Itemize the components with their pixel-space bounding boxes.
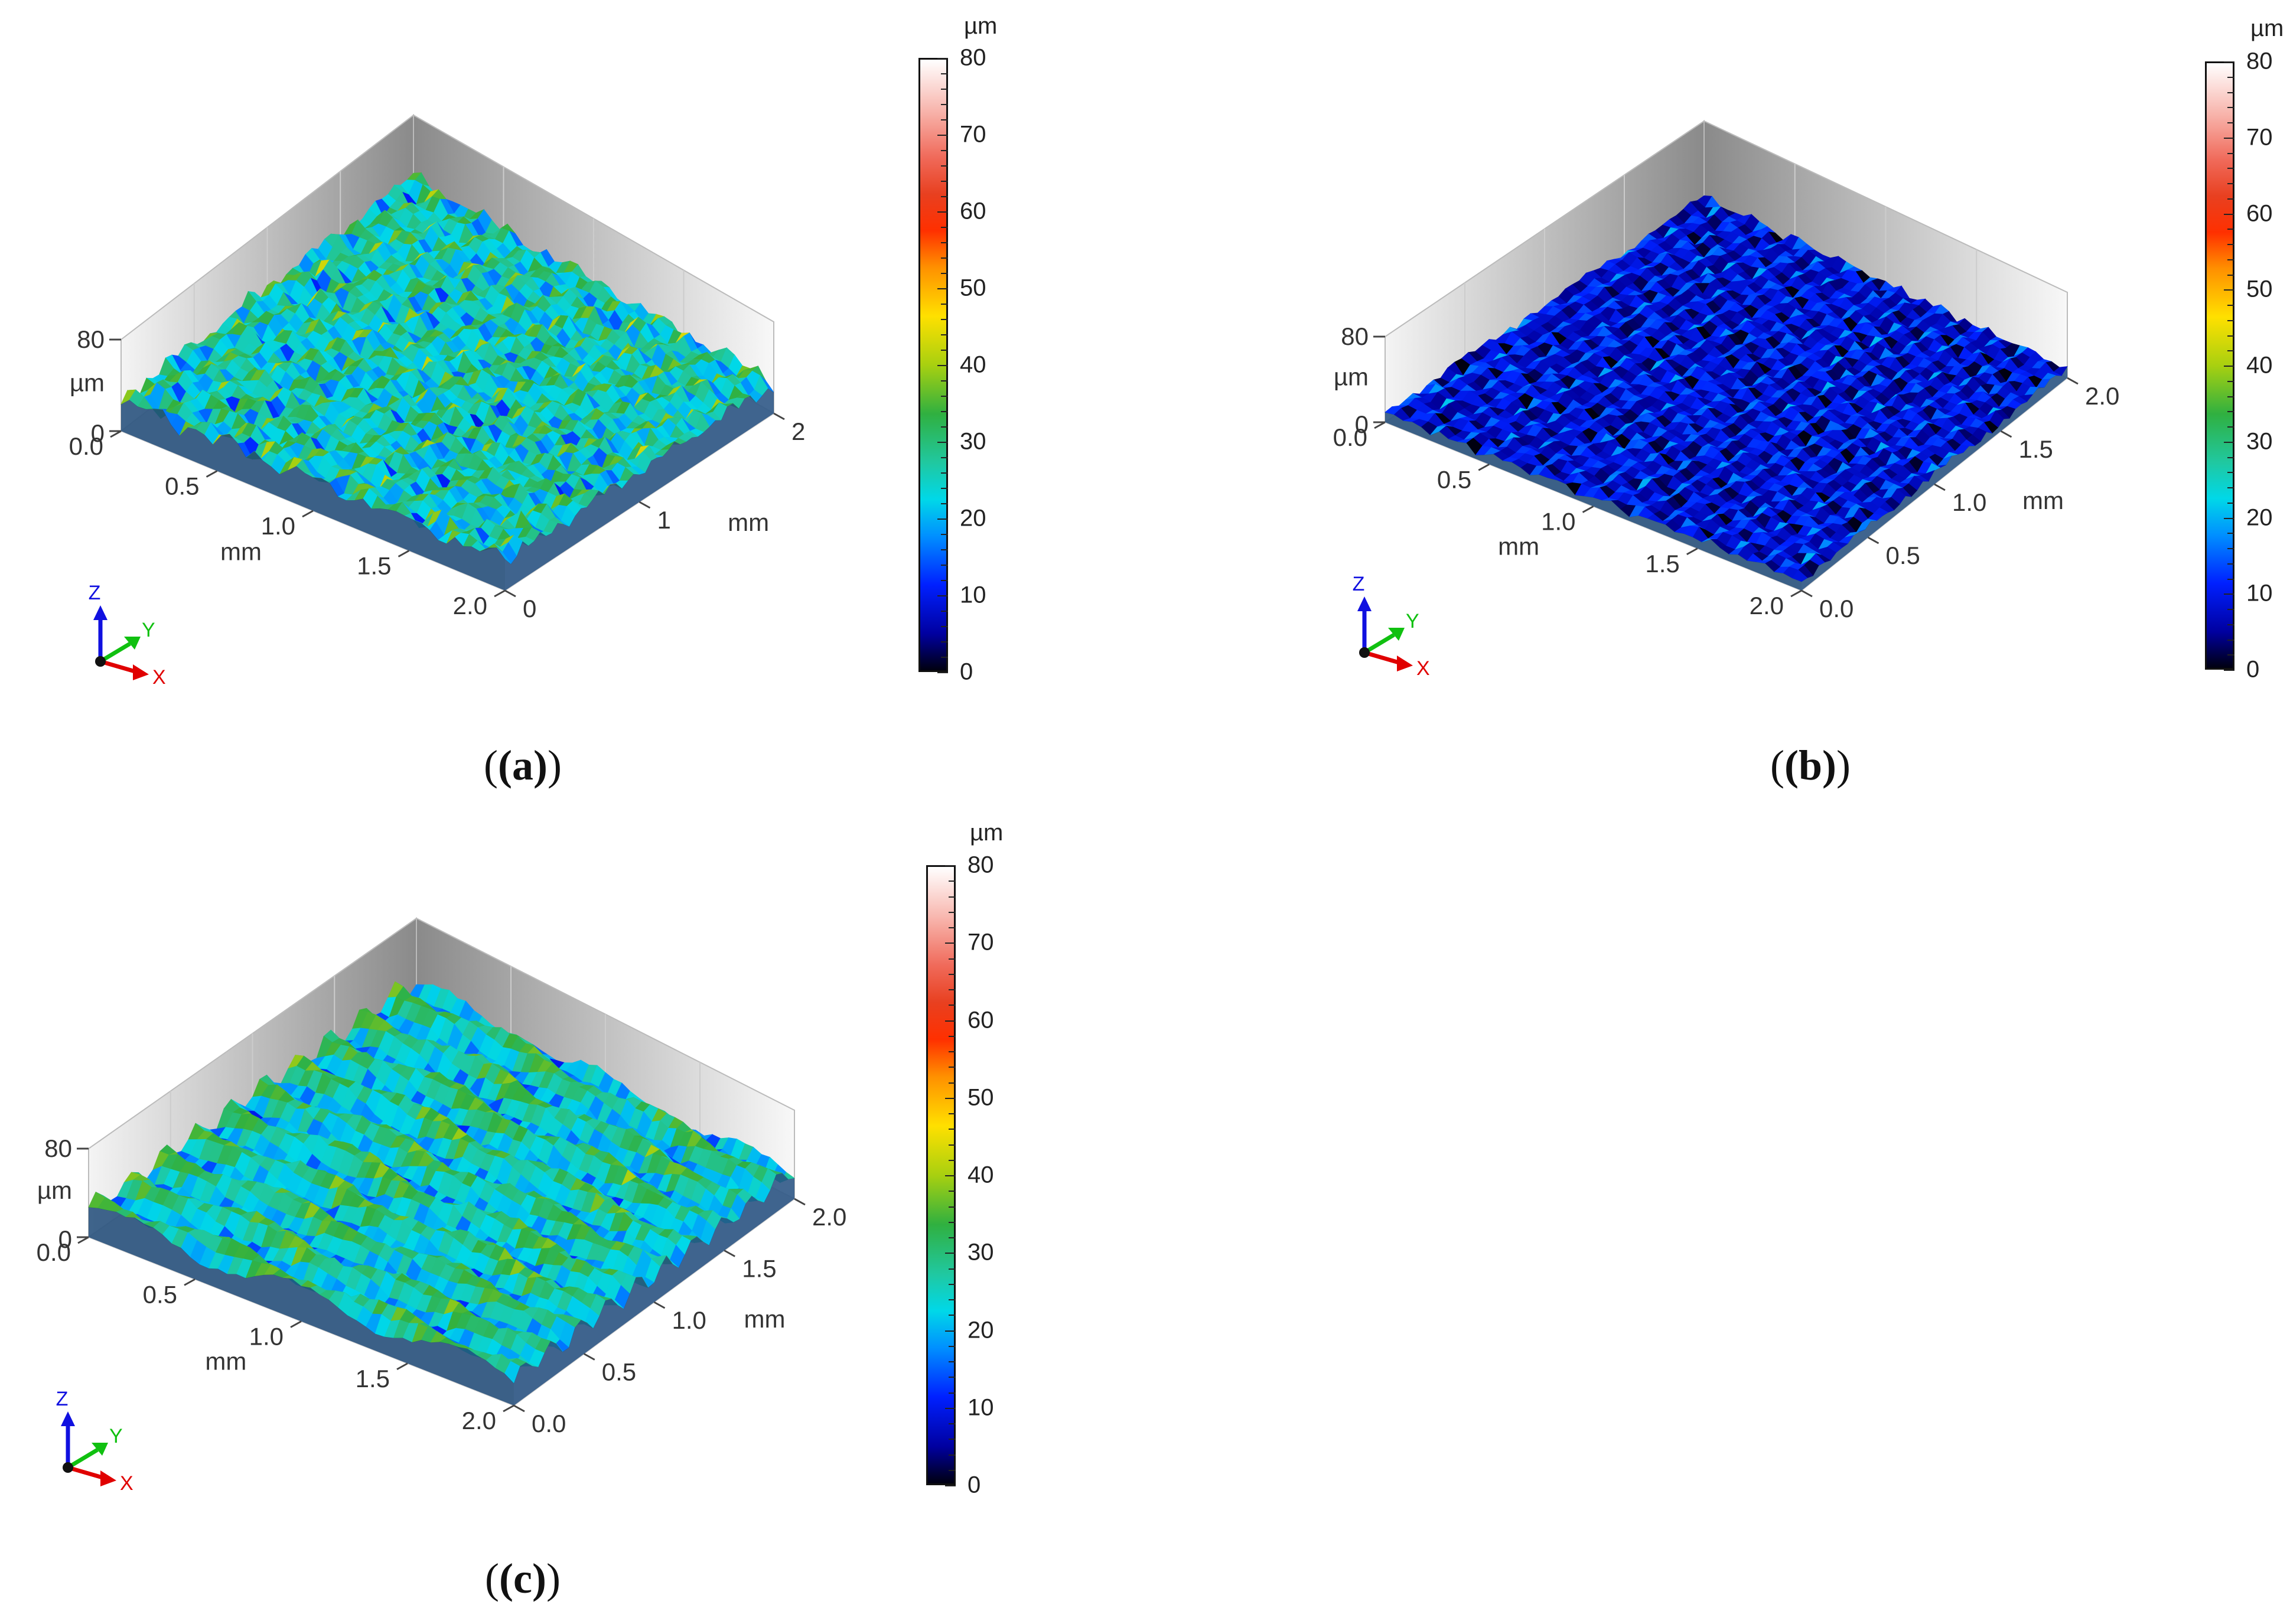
- colorbar-tick-mark: [2224, 366, 2234, 367]
- y-tick-label: 1.5: [2019, 435, 2053, 463]
- orientation-triad: Z Y X: [1353, 573, 1430, 680]
- colorbar-tick-mark: [2227, 107, 2234, 109]
- triad-x-axis: [1364, 650, 1402, 666]
- triad-z-arrow: [1357, 596, 1372, 611]
- triad-origin: [1359, 647, 1370, 658]
- colorbar-tick-mark: [2227, 259, 2234, 260]
- colorbar-tick-mark: [2227, 487, 2234, 488]
- colorbar-tick-mark: [2224, 137, 2234, 139]
- colorbar-tick-label: 0: [2246, 656, 2260, 683]
- x-tick-label: 2.0: [1750, 592, 1784, 619]
- colorbar-tick-mark: [2227, 244, 2234, 245]
- panel-a: 0.0 0.5 1.0 1.5 2.0 mm 0 1 2 mm 0 80 µm Z Y X 0 10 20 30 40…: [0, 0, 1122, 809]
- y-tick-label: 0.0: [1819, 595, 1854, 622]
- colorbar-tick-label: 80: [2246, 48, 2273, 74]
- colorbar-tick-mark: [2227, 198, 2234, 200]
- colorbar-tick-label: 50: [2246, 276, 2273, 302]
- colorbar-tick-mark: [2224, 289, 2234, 291]
- triad-y-label: Y: [1406, 610, 1419, 632]
- x-tick-label: 1.0: [1541, 508, 1575, 536]
- colorbar-tick-label: 10: [2246, 580, 2273, 606]
- colorbar-tick-label: 40: [2246, 352, 2273, 379]
- y-tick-mark: [2067, 377, 2079, 385]
- colorbar-tick-mark: [2227, 183, 2234, 184]
- colorbar-ticks-b: 0 10 20 30 40 50 60 70 80: [2205, 48, 2288, 683]
- colorbar-tick-mark: [2227, 654, 2234, 656]
- colorbar-tick-mark: [2227, 396, 2234, 397]
- colorbar-tick-mark: [2227, 319, 2234, 321]
- colorbar-tick-mark: [2227, 456, 2234, 458]
- colorbar-tick-mark: [2227, 380, 2234, 382]
- x-axis-label: mm: [1498, 533, 1539, 560]
- panel-caption-b: ((b)): [1770, 742, 1851, 789]
- colorbar-tick-mark: [2227, 533, 2234, 534]
- colorbar-tick-mark: [2227, 76, 2234, 78]
- x-tick-label: 0.5: [1437, 465, 1471, 493]
- colorbar-tick-mark: [2227, 305, 2234, 306]
- y-tick-mark: [1934, 483, 1946, 491]
- colorbar-tick-mark: [2227, 92, 2234, 93]
- y-tick-label: 1.0: [1952, 488, 1986, 516]
- y-tick-label: 0.5: [1886, 542, 1920, 569]
- colorbar-tick-label: 20: [2246, 504, 2273, 530]
- colorbar-tick-mark: [2227, 624, 2234, 625]
- colorbar-tick-mark: [2224, 517, 2234, 519]
- colorbar-tick-mark: [2227, 122, 2234, 123]
- colorbar-tick-label: 60: [2246, 200, 2273, 226]
- y-axis-label: mm: [2022, 487, 2064, 514]
- triad-z-label: Z: [1353, 573, 1365, 595]
- colorbar-tick-mark: [2227, 609, 2234, 610]
- colorbar-unit-b: µm: [2250, 15, 2284, 41]
- x-tick-label: 1.5: [1645, 550, 1679, 578]
- x-tick-mark: [1582, 506, 1594, 513]
- colorbar-tick-mark: [2227, 229, 2234, 230]
- triad-x-label: X: [1416, 657, 1430, 680]
- colorbar-tick-mark: [2227, 350, 2234, 352]
- colorbar-tick-mark: [2224, 61, 2234, 63]
- panel-c: 0.0 0.5 1.0 1.5 2.0 mm 0.0 0.5 1.0 1.5 2.0 mm 0 80 µm Z…: [0, 0, 1122, 1624]
- colorbar-tick-mark: [2227, 639, 2234, 641]
- z-tick-label: 80: [1341, 322, 1369, 350]
- colorbar-tick-mark: [2227, 563, 2234, 565]
- y-tick-mark: [1801, 589, 1813, 598]
- colorbar-tick-mark: [2224, 670, 2234, 671]
- colorbar-tick-mark: [2227, 152, 2234, 154]
- panel-caption-b-text: (b): [1784, 742, 1836, 789]
- colorbar-tick-mark: [2224, 593, 2234, 595]
- y-tick-mark: [1867, 536, 1879, 544]
- z-tick-label: 0: [1355, 410, 1369, 438]
- colorbar-tick-mark: [2227, 168, 2234, 169]
- colorbar-tick-mark: [2227, 502, 2234, 504]
- colorbar-tick-label: 30: [2246, 428, 2273, 455]
- colorbar-tick-mark: [2227, 274, 2234, 276]
- x-tick-mark: [1790, 589, 1802, 598]
- y-tick-label: 2.0: [2085, 382, 2119, 410]
- colorbar-tick-mark: [2227, 335, 2234, 337]
- colorbar-tick-mark: [2227, 578, 2234, 580]
- colorbar-tick-mark: [2227, 411, 2234, 413]
- colorbar-tick-mark: [2224, 213, 2234, 215]
- colorbar-tick-mark: [2227, 472, 2234, 474]
- x-tick-mark: [1478, 463, 1490, 471]
- x-tick-mark: [1686, 547, 1698, 556]
- colorbar-tick-mark: [2224, 441, 2234, 443]
- colorbar-tick-label: 70: [2246, 124, 2273, 151]
- colorbar-tick-mark: [2227, 426, 2234, 428]
- colorbar-tick-mark: [2227, 548, 2234, 549]
- triad-x-arrow: [1397, 656, 1413, 671]
- z-axis-unit: µm: [1334, 363, 1369, 391]
- y-tick-mark: [2000, 430, 2012, 438]
